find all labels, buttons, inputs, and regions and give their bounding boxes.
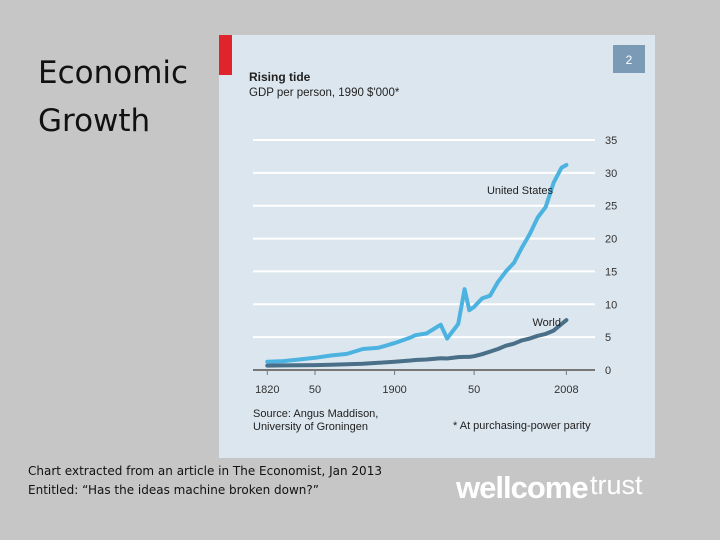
source: Source: Angus Maddison,: [253, 408, 378, 420]
caption: Chart extracted from an article in The E…: [28, 464, 382, 478]
x-tick-label: 2008: [554, 384, 578, 396]
slide-title: Growth: [38, 103, 150, 139]
y-tick-label: 5: [605, 332, 611, 344]
chart-title: Rising tide: [249, 70, 311, 84]
page-badge: [613, 45, 645, 73]
plot: 0 5 10 15 20 25 30 35 1820 50 1900 50 2008 United Sta…: [253, 135, 617, 396]
y-tick-label: 35: [605, 135, 617, 147]
series-line: [265, 163, 569, 364]
x-tick-label: 1900: [382, 384, 406, 396]
x-tick-label: 50: [468, 384, 480, 396]
y-tick-label: 25: [605, 201, 617, 213]
y-tick-label: 20: [605, 234, 617, 246]
series-label: World: [532, 317, 561, 329]
x-tick-label: 1820: [255, 384, 279, 396]
series-label: United States: [487, 185, 554, 197]
accent-bar: [219, 35, 232, 75]
y-tick-label: 15: [605, 266, 617, 278]
chart-background: [219, 35, 655, 458]
footnote: * At purchasing-power parity: [453, 420, 591, 432]
y-tick-label: 0: [605, 365, 611, 377]
x-tick-label: 50: [309, 384, 321, 396]
chart-subtitle: GDP per person, 1990 $'000*: [249, 87, 400, 99]
source: University of Groningen: [253, 421, 368, 433]
series-line: [265, 318, 569, 368]
page-number: 2: [626, 53, 633, 67]
caption: Entitled: “Has the ideas machine broken …: [28, 483, 319, 497]
slide-title: Economic: [38, 55, 188, 91]
logo-light: trust: [590, 470, 643, 500]
y-tick-label: 10: [605, 299, 617, 311]
y-tick-label: 30: [605, 168, 617, 180]
logo-bold: wellcome: [455, 470, 588, 505]
